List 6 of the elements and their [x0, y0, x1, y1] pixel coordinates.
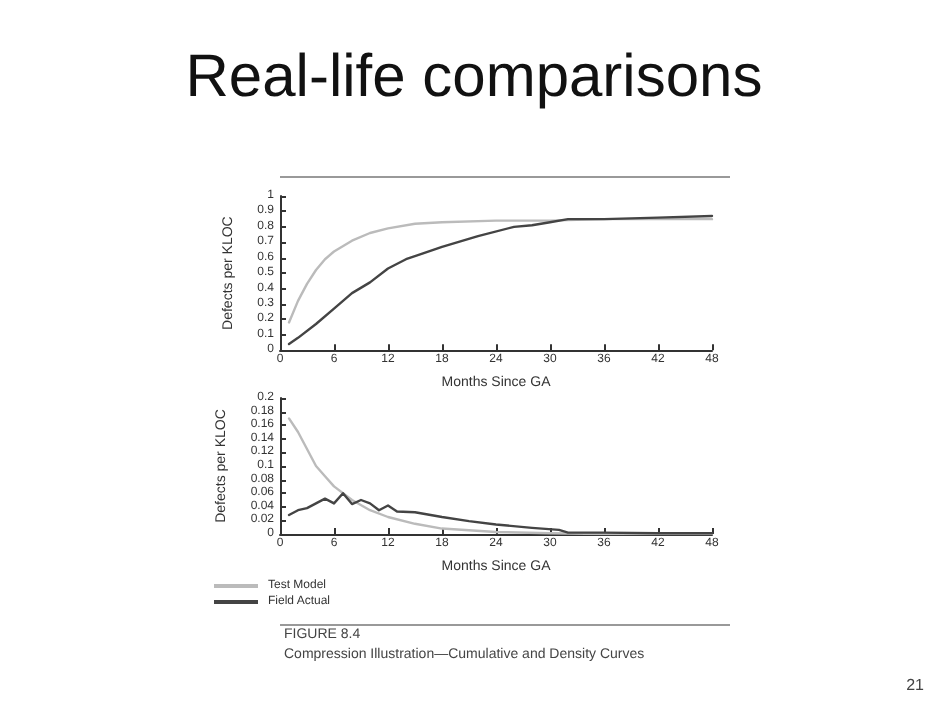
text: 21 [906, 676, 924, 694]
line-series [287, 492, 714, 535]
line-series [287, 214, 714, 346]
line-series [287, 417, 714, 536]
chart-title: Real-life comparisons [183, 44, 765, 112]
line-series [287, 217, 714, 324]
